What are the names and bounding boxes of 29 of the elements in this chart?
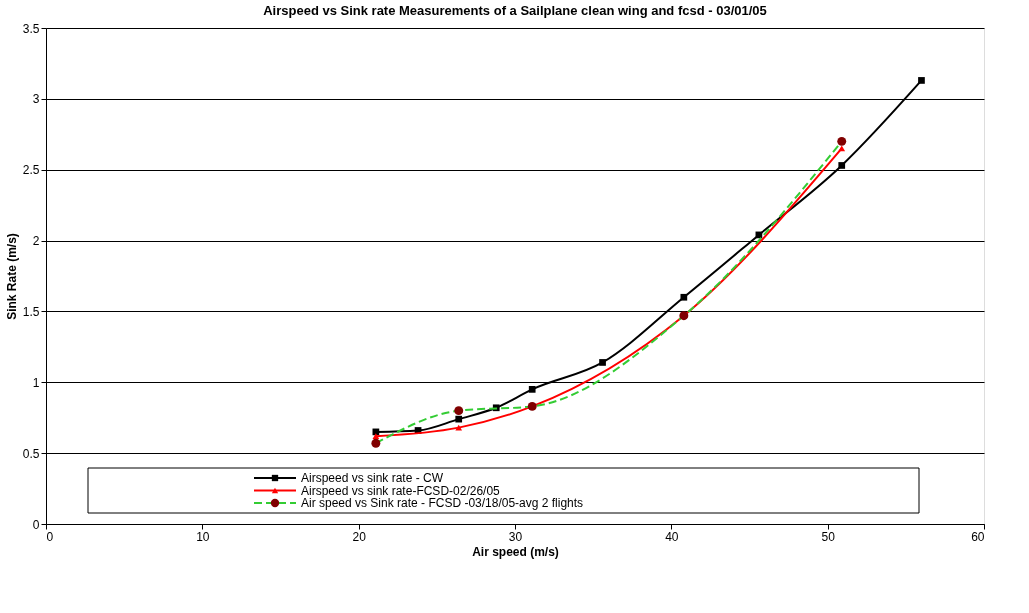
legend-label: Air speed vs Sink rate - FCSD -03/18/05-avg 2 flights: [301, 496, 584, 510]
y-tick-label: 3.5: [22, 21, 40, 36]
legend-label: Airspeed vs sink rate - CW: [301, 471, 444, 485]
y-tick-label: 2.5: [22, 163, 40, 178]
y-tick-label: 1.5: [22, 304, 40, 319]
x-tick-label: 60: [971, 529, 985, 544]
x-tick-label: 10: [196, 529, 210, 544]
point: [599, 359, 606, 366]
x-tick-label: 30: [508, 529, 523, 544]
point: [528, 386, 536, 393]
x-tick-label: 0: [46, 529, 54, 544]
y-tick-label: 1: [32, 375, 40, 390]
y-tick-label: 0: [32, 517, 40, 532]
point: [455, 415, 463, 423]
point: [680, 293, 688, 301]
point: [838, 162, 846, 169]
x-tick-label: 20: [352, 529, 367, 544]
y-tick-label: 3: [32, 92, 40, 107]
x-axis-title: Air speed (m/s): [472, 544, 559, 559]
y-tick-label: 0.5: [22, 446, 40, 461]
y-axis-title: Sink Rate (m/s): [4, 233, 19, 320]
x-tick-label: 40: [665, 529, 679, 544]
point: [918, 77, 925, 84]
point: [455, 424, 463, 431]
legend-label: Airspeed vs sink rate-FCSD-02/26/05: [301, 483, 501, 498]
chart-title: Airspeed vs Sink rate Measurements of a Sailplane clean wing and fcsd - 03/01/05: [263, 3, 767, 18]
point: [372, 433, 380, 440]
y-tick-label: 2: [32, 234, 40, 249]
x-tick-label: 50: [821, 529, 836, 544]
